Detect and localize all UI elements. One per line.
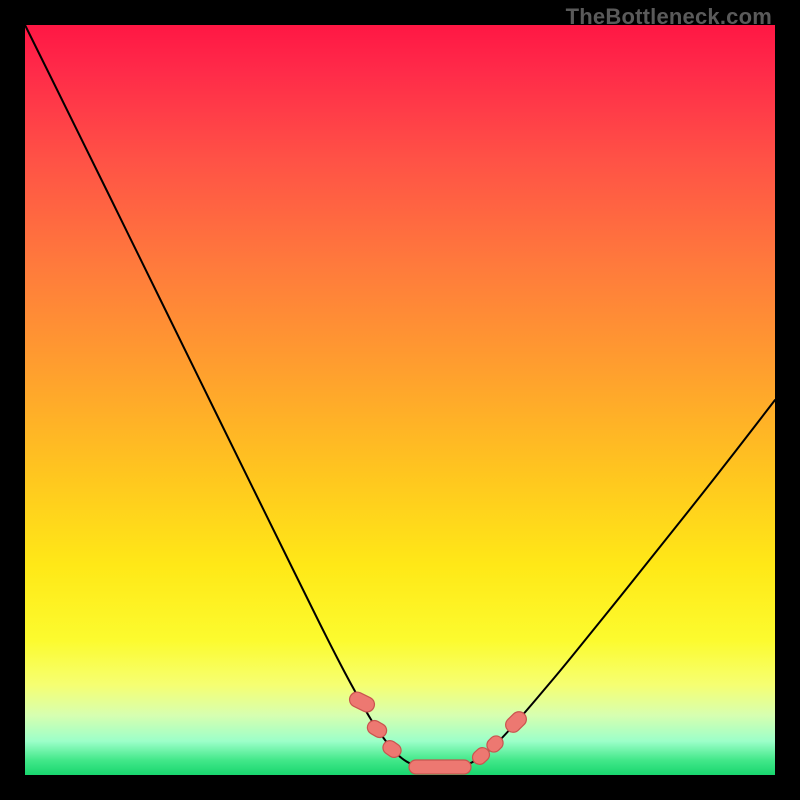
bottleneck-chart: TheBottleneck.com (0, 0, 800, 800)
watermark-text: TheBottleneck.com (566, 4, 772, 30)
plot-background-gradient (25, 25, 775, 775)
curve-marker (409, 760, 471, 774)
chart-svg (0, 0, 800, 800)
